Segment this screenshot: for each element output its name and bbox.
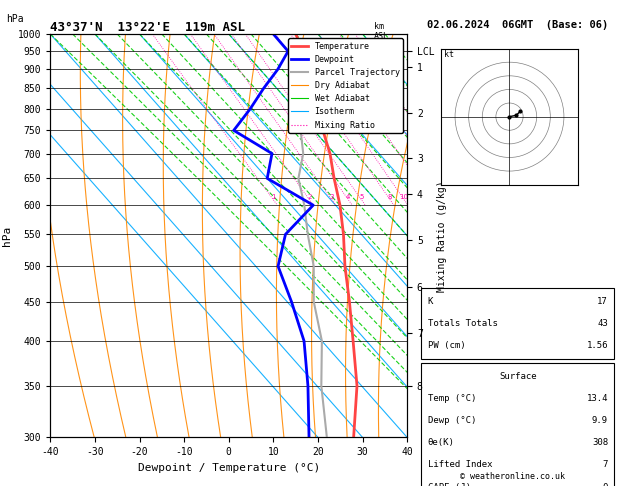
Text: 2: 2 <box>307 193 311 200</box>
Text: PW (cm): PW (cm) <box>428 341 465 350</box>
Text: 5: 5 <box>359 193 364 200</box>
Text: Lifted Index: Lifted Index <box>428 460 492 469</box>
Text: 308: 308 <box>592 438 608 447</box>
Text: 1.56: 1.56 <box>586 341 608 350</box>
Legend: Temperature, Dewpoint, Parcel Trajectory, Dry Adiabat, Wet Adiabat, Isotherm, Mi: Temperature, Dewpoint, Parcel Trajectory… <box>288 38 403 133</box>
Text: 02.06.2024  06GMT  (Base: 06): 02.06.2024 06GMT (Base: 06) <box>427 20 608 30</box>
X-axis label: Dewpoint / Temperature (°C): Dewpoint / Temperature (°C) <box>138 463 320 473</box>
Text: kt: kt <box>444 50 454 59</box>
Text: 17: 17 <box>598 297 608 306</box>
Text: km
ASL: km ASL <box>374 22 389 41</box>
Text: K: K <box>428 297 433 306</box>
Text: 43°37'N  13°22'E  119m ASL: 43°37'N 13°22'E 119m ASL <box>50 21 245 34</box>
Y-axis label: Mixing Ratio (g/kg): Mixing Ratio (g/kg) <box>437 180 447 292</box>
Text: 7: 7 <box>603 460 608 469</box>
Text: 9.9: 9.9 <box>592 416 608 425</box>
Text: hPa: hPa <box>6 14 24 24</box>
Text: Totals Totals: Totals Totals <box>428 319 498 328</box>
Text: 13.4: 13.4 <box>586 394 608 403</box>
Text: 10: 10 <box>399 193 409 200</box>
Text: CAPE (J): CAPE (J) <box>428 483 470 486</box>
Text: Surface: Surface <box>499 372 537 381</box>
Text: 43: 43 <box>598 319 608 328</box>
Text: 8: 8 <box>387 193 392 200</box>
Text: Dewp (°C): Dewp (°C) <box>428 416 476 425</box>
Text: 3: 3 <box>330 193 334 200</box>
Text: θe(K): θe(K) <box>428 438 454 447</box>
Text: Temp (°C): Temp (°C) <box>428 394 476 403</box>
Bar <box>421 288 615 359</box>
Text: 4: 4 <box>346 193 350 200</box>
Text: 1: 1 <box>271 193 276 200</box>
Text: 0: 0 <box>603 483 608 486</box>
Text: © weatheronline.co.uk: © weatheronline.co.uk <box>460 472 565 481</box>
Bar <box>421 363 615 486</box>
Y-axis label: hPa: hPa <box>3 226 12 246</box>
